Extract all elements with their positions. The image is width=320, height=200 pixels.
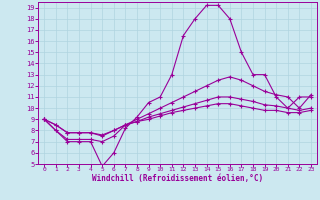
X-axis label: Windchill (Refroidissement éolien,°C): Windchill (Refroidissement éolien,°C) — [92, 174, 263, 183]
